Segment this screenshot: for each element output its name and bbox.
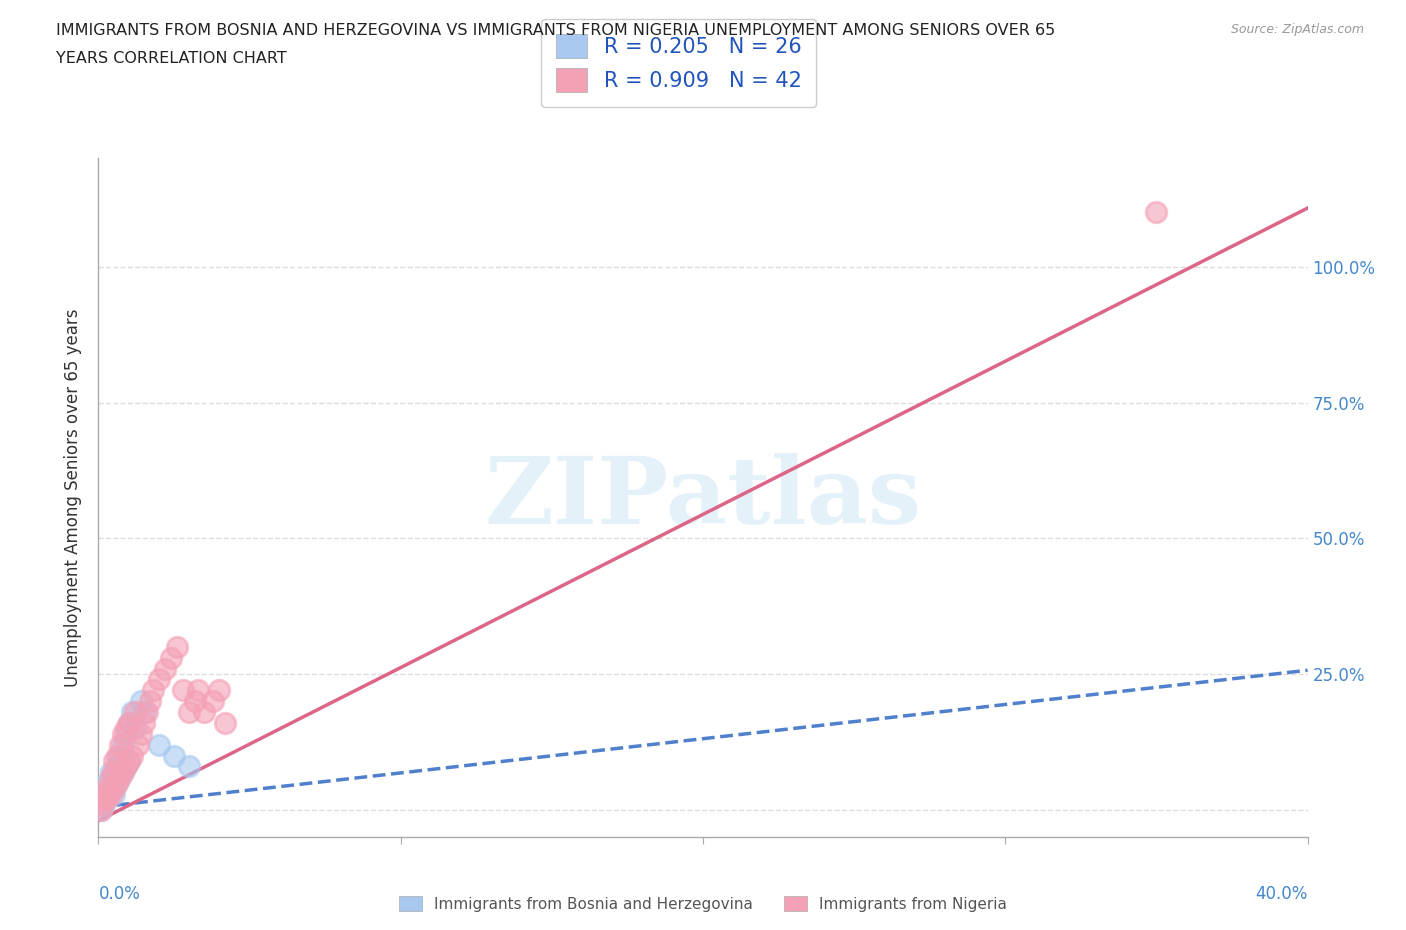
Point (214, 715, 236, 730)
Point (100, 780, 122, 795)
Point (103, 786, 125, 801)
Point (93, 791, 115, 806)
Point (114, 759, 136, 774)
Point (108, 770, 131, 785)
Point (90, 797, 112, 812)
Point (1144, 205, 1167, 219)
Point (105, 776, 128, 790)
Point (105, 759, 128, 774)
Point (105, 748, 128, 763)
Point (103, 780, 125, 795)
Y-axis label: Unemployment Among Seniors over 65 years: Unemployment Among Seniors over 65 years (65, 309, 83, 686)
Point (121, 705, 143, 720)
Point (127, 737, 149, 752)
Point (135, 705, 157, 720)
Point (148, 737, 170, 752)
Point (96, 791, 118, 806)
Text: Source: ZipAtlas.com: Source: ZipAtlas.com (1230, 23, 1364, 36)
Point (193, 705, 215, 720)
Point (105, 776, 128, 790)
Point (114, 759, 136, 774)
Point (179, 759, 201, 774)
Point (90, 803, 112, 817)
Point (108, 737, 131, 752)
Point (132, 705, 155, 720)
Point (90, 803, 112, 817)
Text: ZIPatlas: ZIPatlas (485, 453, 921, 542)
Point (139, 694, 162, 709)
Point (96, 786, 118, 801)
Point (148, 672, 170, 687)
Legend: Immigrants from Bosnia and Herzegovina, Immigrants from Nigeria: Immigrants from Bosnia and Herzegovina, … (394, 889, 1012, 918)
Point (103, 770, 125, 785)
Point (142, 683, 165, 698)
Point (100, 764, 122, 779)
Point (129, 726, 152, 741)
Point (124, 705, 146, 720)
Point (166, 640, 188, 655)
Point (93, 786, 115, 801)
Point (111, 726, 134, 741)
Point (100, 786, 122, 801)
Point (103, 764, 125, 779)
Point (202, 694, 225, 709)
Legend: R = 0.205   N = 26, R = 0.909   N = 42: R = 0.205 N = 26, R = 0.909 N = 42 (541, 20, 817, 107)
Text: IMMIGRANTS FROM BOSNIA AND HERZEGOVINA VS IMMIGRANTS FROM NIGERIA UNEMPLOYMENT A: IMMIGRANTS FROM BOSNIA AND HERZEGOVINA V… (56, 23, 1056, 38)
Point (153, 661, 176, 676)
Point (93, 791, 115, 806)
Point (108, 748, 131, 763)
Point (179, 705, 201, 720)
Point (108, 770, 131, 785)
Point (121, 748, 143, 763)
Point (184, 694, 207, 709)
Point (132, 715, 155, 730)
Point (114, 721, 136, 736)
Point (124, 721, 146, 736)
Text: YEARS CORRELATION CHART: YEARS CORRELATION CHART (56, 51, 287, 66)
Point (114, 726, 136, 741)
Point (118, 715, 141, 730)
Point (118, 715, 141, 730)
Text: 40.0%: 40.0% (1256, 884, 1308, 902)
Point (96, 776, 118, 790)
Point (96, 780, 118, 795)
Point (187, 683, 209, 698)
Point (160, 650, 183, 665)
Point (118, 753, 141, 768)
Point (163, 748, 186, 763)
Point (100, 770, 122, 785)
Text: 0.0%: 0.0% (98, 884, 141, 902)
Point (111, 737, 134, 752)
Point (172, 683, 194, 698)
Point (93, 797, 115, 812)
Point (118, 753, 141, 768)
Point (111, 764, 134, 779)
Point (111, 764, 134, 779)
Point (129, 694, 152, 709)
Point (208, 683, 231, 698)
Point (103, 753, 125, 768)
